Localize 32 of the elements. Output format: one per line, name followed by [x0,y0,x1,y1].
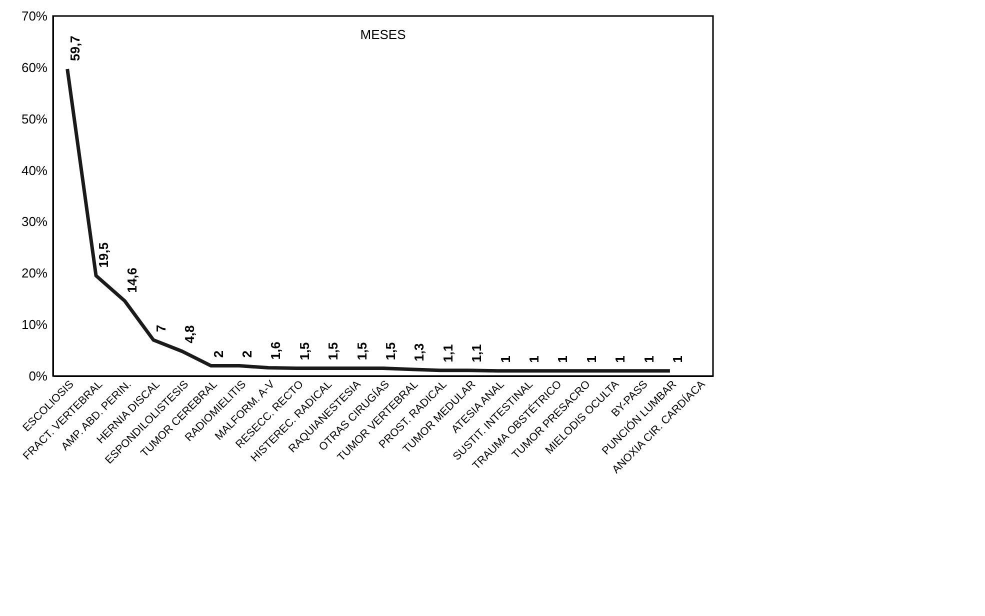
data-label: 19,5 [96,242,112,268]
y-tick-label: 40% [21,162,48,178]
data-label: 2 [240,350,255,358]
data-label: 7 [153,324,168,332]
data-label: 1 [584,356,599,363]
data-label: 1 [612,356,628,363]
y-tick-label: 60% [21,60,48,75]
data-label: 1,5 [354,342,370,360]
y-tick-label: 0% [28,368,48,384]
text: MESES [360,27,406,42]
y-tick-label: 50% [21,111,48,126]
line-series [66,67,672,373]
data-label: 1,5 [326,342,341,360]
y-tick-label: 30% [21,214,48,230]
data-label: 1 [670,356,685,363]
data-label: 1 [641,356,656,363]
data-label: 1,1 [469,344,484,362]
data-label: 1 [498,356,513,363]
y-tick-label: 10% [21,317,48,332]
y-tick-label: 20% [21,266,48,281]
data-label: 1 [555,356,570,363]
data-label: 59,7 [67,36,82,61]
data-label: 1,3 [412,343,427,362]
data-label: 1 [526,356,542,363]
data-label: 1,5 [296,342,312,360]
data-label: 1,5 [383,342,398,360]
data-label: 1,1 [440,344,456,362]
data-label: 4,8 [182,325,198,344]
data-label: 14,6 [124,268,140,293]
y-tick-label: 70% [21,8,48,24]
data-label: 1,6 [268,342,284,360]
data-label: 2 [210,350,226,358]
